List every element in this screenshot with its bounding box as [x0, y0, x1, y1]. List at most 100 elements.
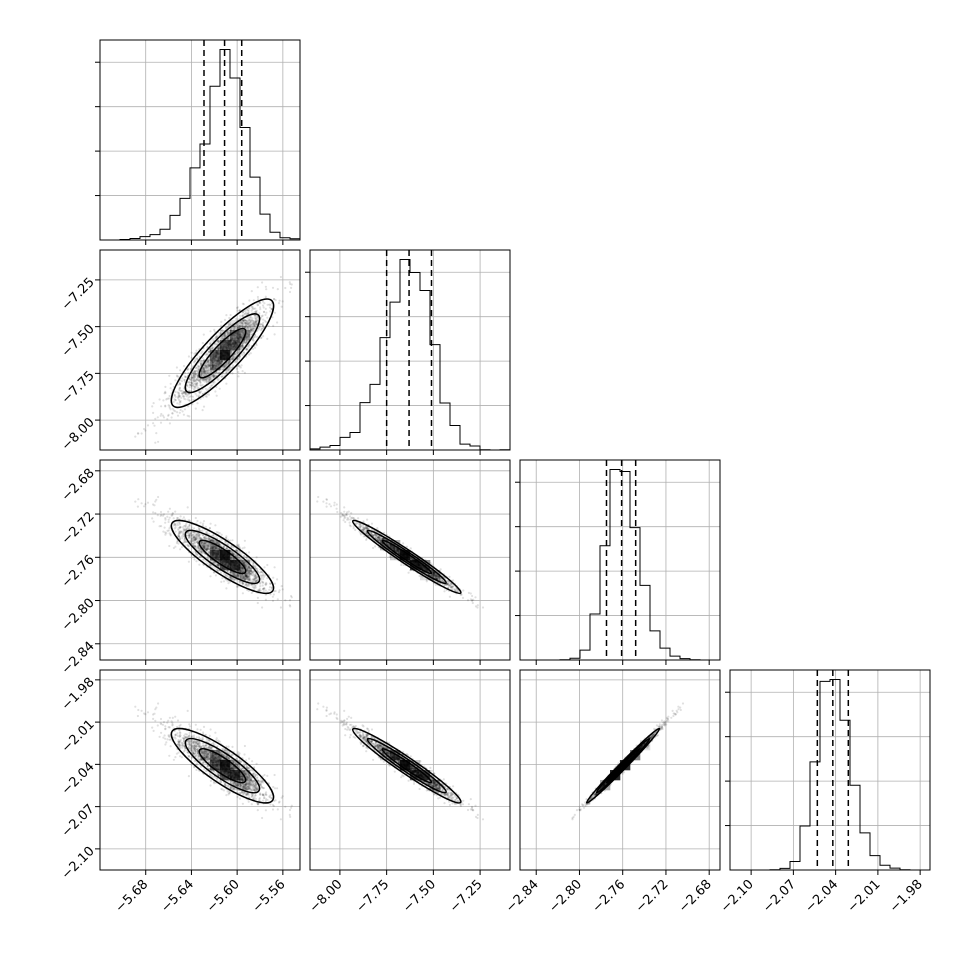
sample-point	[154, 417, 157, 420]
sample-point	[261, 584, 264, 587]
sample-point	[284, 599, 287, 602]
sample-point	[196, 519, 199, 523]
sample-point	[154, 441, 157, 444]
sample-point	[176, 414, 180, 417]
sample-point	[246, 323, 249, 326]
histogram-0	[100, 49, 301, 241]
sample-point	[164, 517, 167, 520]
sample-point	[176, 395, 179, 399]
sample-point	[443, 590, 446, 593]
sample-point	[193, 371, 196, 374]
sample-point	[187, 545, 190, 548]
sample-point	[174, 526, 177, 529]
sample-point	[264, 295, 267, 298]
sample-point	[183, 378, 186, 381]
sample-point	[197, 366, 201, 369]
density-cell	[210, 350, 221, 361]
sample-point	[359, 533, 362, 536]
sample-point	[225, 382, 228, 385]
sample-point	[271, 599, 275, 602]
sample-point	[253, 307, 256, 310]
sample-point	[265, 288, 268, 291]
sample-point	[280, 585, 283, 588]
sample-point	[202, 333, 205, 336]
sample-point	[182, 531, 185, 534]
sample-point	[266, 316, 269, 319]
sample-point	[182, 413, 185, 416]
sample-point	[255, 567, 258, 570]
sample-point	[217, 365, 220, 368]
sample-point	[261, 281, 264, 284]
sample-point	[270, 587, 273, 590]
sample-point	[261, 588, 265, 591]
sample-point	[407, 571, 410, 574]
sample-point	[241, 325, 244, 328]
sample-point	[226, 575, 229, 578]
sample-point	[179, 531, 182, 534]
sample-point	[168, 516, 171, 519]
sample-point	[207, 393, 210, 396]
sample-point	[227, 322, 230, 325]
sample-point	[220, 571, 223, 574]
sample-point	[194, 407, 197, 410]
sample-point	[184, 528, 188, 531]
y-tick-label: −7.75	[59, 368, 98, 407]
sample-point	[261, 304, 265, 307]
sample-point	[178, 403, 181, 406]
sample-point	[247, 584, 251, 587]
sample-point	[266, 563, 269, 567]
sample-point	[256, 335, 259, 338]
sample-point	[242, 582, 245, 585]
sample-point	[164, 391, 167, 394]
sample-point	[209, 522, 212, 525]
sample-point	[170, 416, 173, 419]
sample-point	[208, 350, 211, 353]
panel-0-0	[95, 39, 301, 245]
sample-point	[146, 424, 150, 427]
sample-point	[196, 402, 199, 405]
sample-point	[213, 328, 216, 331]
sample-point	[262, 310, 266, 313]
density-cell	[220, 550, 231, 561]
sample-point	[251, 571, 254, 574]
sample-point	[134, 500, 137, 503]
sample-point	[153, 424, 156, 427]
sample-point	[156, 416, 159, 419]
sample-point	[168, 544, 171, 548]
sample-point	[179, 408, 182, 412]
sample-point	[166, 418, 169, 421]
sample-point	[155, 432, 158, 435]
sample-point	[288, 599, 292, 602]
sample-point	[180, 380, 183, 383]
sample-point	[220, 533, 223, 536]
sample-point	[279, 606, 282, 609]
sample-point	[137, 498, 140, 501]
sample-point	[196, 357, 199, 360]
sample-point	[174, 395, 177, 398]
sample-point	[273, 582, 277, 585]
sample-point	[276, 321, 279, 324]
sample-point	[202, 520, 206, 523]
sample-point	[176, 391, 179, 394]
sample-point	[162, 416, 166, 419]
sample-point	[259, 585, 262, 588]
sample-point	[168, 374, 171, 377]
sample-point	[256, 601, 259, 605]
y-tick-label: −7.50	[59, 322, 98, 361]
sample-point	[177, 375, 180, 378]
sample-point	[167, 404, 170, 407]
sample-point	[167, 520, 170, 524]
y-tick-label: −8.00	[59, 415, 98, 454]
sample-point	[200, 551, 203, 554]
sample-point	[162, 530, 165, 533]
sample-point	[160, 405, 163, 408]
sample-point	[167, 529, 170, 532]
sample-point	[198, 527, 201, 531]
sample-point	[169, 382, 172, 385]
sample-point	[348, 521, 351, 524]
sample-point	[177, 398, 181, 401]
sample-point	[180, 396, 183, 399]
sample-point	[181, 410, 184, 413]
sample-point	[261, 606, 264, 609]
sample-point	[206, 352, 209, 355]
